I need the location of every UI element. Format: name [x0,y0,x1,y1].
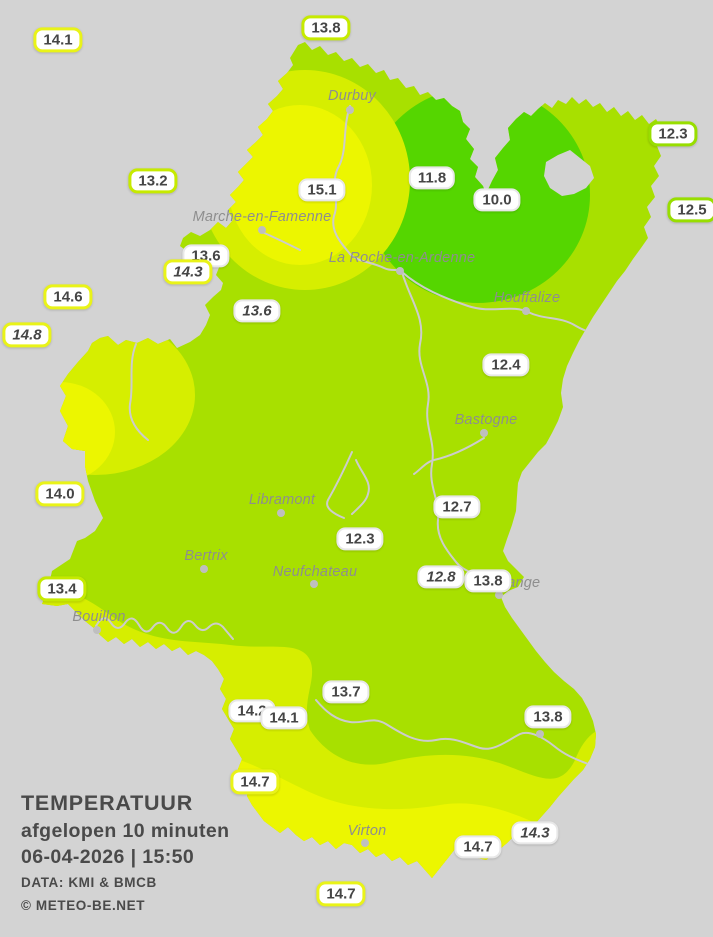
map-datetime: 06-04-2026 | 15:50 [21,846,195,869]
city-dot [495,591,503,599]
river-neufchateau [351,459,370,515]
map-subtitle: afgelopen 10 minuten [21,819,230,842]
river-marche [261,231,301,251]
city-dot [200,565,208,573]
station-temperature-label: 13.2 [128,168,178,194]
city-label: Bastogne [454,412,518,428]
city-label: Durbuy [328,88,376,104]
data-credit: DATA: KMI & BMCB [21,875,157,891]
city-label: La Roche-en-Ardenne [328,250,476,266]
site-credit: © METEO-BE.NET [21,897,146,913]
river-semois-west [95,617,234,640]
city-label: Houffalize [493,290,561,306]
station-temperature-label: 14.3 [511,821,559,845]
station-temperature-label: 14.7 [316,881,366,907]
station-temperature-label: 14.0 [35,481,85,507]
station-temperature-label: 14.3 [163,259,213,285]
city-dot [480,429,488,437]
station-temperature-label: 14.1 [260,706,308,730]
river-bastogne [413,437,485,475]
station-temperature-label: 14.6 [43,284,93,310]
station-temperature-label: 14.7 [230,769,280,795]
city-dot [258,226,266,234]
station-temperature-label: 13.7 [322,680,370,704]
station-temperature-label: 12.8 [417,565,465,589]
station-temperature-label: 13.8 [301,15,351,41]
station-temperature-label: 11.8 [408,166,456,190]
city-dot [277,509,285,517]
station-temperature-label: 12.7 [433,495,481,519]
city-label: Neufchateau [272,564,358,580]
station-temperature-label: 12.4 [482,353,530,377]
station-temperature-label: 15.1 [298,178,346,202]
station-temperature-label: 14.1 [33,27,83,53]
river-south [315,699,589,765]
station-temperature-label: 13.4 [37,576,87,602]
title-block: TEMPERATUUR afgelopen 10 minuten 06-04-2… [21,790,229,916]
city-label: Marche-en-Famenne [192,209,332,225]
station-temperature-label: 14.8 [2,322,52,348]
city-dot [93,626,101,634]
station-temperature-label: 12.3 [336,527,384,551]
city-dot [346,106,354,114]
station-temperature-label: 14.7 [454,835,502,859]
map-title: TEMPERATUUR [21,791,194,815]
river-libramont [326,451,353,519]
city-label: Bouillon [72,609,126,625]
rivers [95,105,649,765]
city-dot [310,580,318,588]
city-label: Virton [347,823,387,839]
enclave-notch [544,150,594,196]
station-temperature-label: 12.3 [648,121,698,147]
river-ourthe-north [332,105,403,273]
city-dot [396,267,404,275]
city-dot [361,839,369,847]
river-lesse-west [128,343,149,441]
city-label: Bertrix [184,548,228,564]
station-temperature-label: 12.5 [667,197,713,223]
station-temperature-label: 13.8 [464,569,512,593]
station-temperature-label: 10.0 [473,188,521,212]
station-temperature-label: 13.8 [524,705,572,729]
city-label: Libramont [248,492,316,508]
station-temperature-label: 13.6 [233,299,281,323]
city-dot [536,730,544,738]
city-dot [522,307,530,315]
